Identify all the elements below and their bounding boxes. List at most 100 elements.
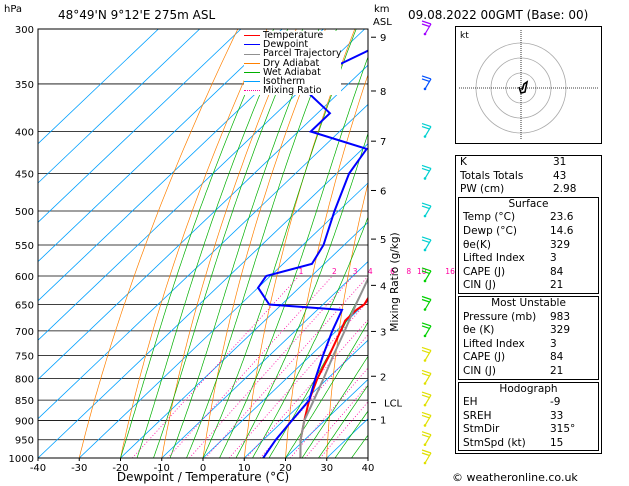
dry-adiabat <box>161 29 297 458</box>
km-tick-label: 5 <box>380 235 386 246</box>
pressure-tick-label: 400 <box>15 128 34 139</box>
pressure-tick-label: 950 <box>15 436 34 447</box>
row-value: 21 <box>550 364 564 377</box>
row-label: SREH <box>463 409 492 422</box>
legend-item: Temperature <box>244 31 341 40</box>
wind-barb <box>421 236 432 252</box>
lcl-label: LCL <box>384 399 403 410</box>
wind-barb <box>421 122 432 138</box>
x-tick-label: 30 <box>320 463 333 474</box>
x-tick-label: 20 <box>279 463 292 474</box>
wet-adiabat <box>120 29 275 458</box>
row-label: Temp (°C) <box>463 211 516 224</box>
x-tick-label: -20 <box>112 463 128 474</box>
wind-barb <box>421 267 432 283</box>
legend-swatch <box>244 35 260 37</box>
table-row: Pressure (mb) 983 <box>459 311 598 325</box>
row-value: 329 <box>550 324 571 337</box>
table-row: CAPE (J) 84 <box>459 266 598 280</box>
isotherm--100 <box>38 29 242 223</box>
wind-barb <box>421 369 432 385</box>
row-label: Totals Totals <box>460 169 524 182</box>
datetime-title: 09.08.2022 00GMT (Base: 00) <box>408 8 589 22</box>
legend-label: Wet Adiabat <box>263 66 321 78</box>
wet-adiabat <box>169 29 320 458</box>
legend-label: Dewpoint <box>263 39 309 51</box>
isotherm--10 <box>161 261 368 458</box>
pressure-tick-label: 700 <box>15 327 34 338</box>
km-tick-label: 8 <box>380 87 386 98</box>
km-tick-label: 7 <box>380 137 386 148</box>
dry-adiabat <box>78 29 239 458</box>
x-axis-label: Dewpoint / Temperature (°C) <box>117 470 289 484</box>
x-tick-label: 10 <box>238 463 251 474</box>
mixing-ratio-label: 4 <box>368 267 373 276</box>
mixing-ratio-line <box>189 275 354 458</box>
legend-swatch <box>244 90 260 92</box>
table-row: K 31 <box>456 156 601 170</box>
row-label: StmSpd (kt) <box>463 436 526 449</box>
row-label: PW (cm) <box>460 183 505 196</box>
table-row: Temp (°C) 23.6 <box>459 211 598 225</box>
parcel-trajectory-line <box>299 276 368 458</box>
wet-adiabat <box>153 29 304 458</box>
mixing-ratio-label: 8 <box>406 267 411 276</box>
row-label: CIN (J) <box>463 364 496 377</box>
isotherm--110 <box>38 29 200 184</box>
most-unstable-section: Most Unstable Pressure (mb) 983 θe (K) 329 Li… <box>458 295 599 380</box>
row-value: 2.98 <box>553 183 577 196</box>
pressure-tick-label: 750 <box>15 351 34 362</box>
legend-swatch <box>244 71 260 73</box>
section-title: Surface <box>508 197 549 210</box>
legend: Temperature Dewpoint Parcel Trajectory Dry … <box>244 31 342 97</box>
hodograph-frame <box>455 26 602 144</box>
row-value: 84 <box>550 265 564 278</box>
row-value: 43 <box>553 169 567 182</box>
mixing-ratio-label: 1 <box>299 267 304 276</box>
plot-area <box>38 29 368 458</box>
asl-label: ASL <box>373 17 392 28</box>
isotherm-20 <box>285 378 368 458</box>
pressure-tick-label: 1000 <box>9 454 34 465</box>
legend-item: Parcel Trajectory <box>244 48 342 60</box>
row-value: 84 <box>550 351 564 364</box>
isotherm--80 <box>38 29 324 302</box>
mixing-ratio-line <box>132 275 300 458</box>
row-label: K <box>460 156 467 168</box>
dry-adiabat <box>202 29 326 458</box>
pressure-tick-label: 900 <box>15 416 34 427</box>
table-row: StmDir 315° <box>459 423 598 437</box>
legend-swatch <box>244 44 260 46</box>
table-row: CIN (J) 21 <box>459 365 598 379</box>
wet-adiabat <box>252 216 368 458</box>
legend-item: Dry Adiabat <box>244 58 341 68</box>
legend-swatch <box>244 53 260 55</box>
row-label: StmDir <box>463 423 500 436</box>
table-row: θe(K) 329 <box>459 239 598 253</box>
row-label: Dewp (°C) <box>463 224 517 237</box>
section-title: Hodograph <box>499 382 558 395</box>
table-row: SREH 33 <box>459 410 598 424</box>
row-value: 14.6 <box>550 224 574 237</box>
x-tick-label: -40 <box>30 463 46 474</box>
wet-adiabat <box>136 29 289 458</box>
row-value: 329 <box>550 238 571 251</box>
row-label: EH <box>463 396 478 409</box>
table-row: Totals Totals 43 <box>456 170 601 184</box>
row-value: 315° <box>550 423 576 436</box>
km-tick-label: 4 <box>380 281 386 292</box>
row-value: -9 <box>550 396 561 409</box>
legend-label: Temperature <box>263 30 324 41</box>
table-row: EH -9 <box>459 396 598 410</box>
isotherm--60 <box>38 64 368 380</box>
table-row: Lifted Index 3 <box>459 252 598 266</box>
wet-adiabat <box>318 384 368 458</box>
legend-label: Mixing Ratio <box>263 85 322 97</box>
row-label: θe (K) <box>463 324 495 337</box>
legend-label: Parcel Trajectory <box>263 48 342 60</box>
km-tick-label: 3 <box>380 327 386 338</box>
dry-adiabat <box>120 29 268 458</box>
mixing-ratio-label: 3 <box>353 267 358 276</box>
wet-adiabat <box>186 29 337 458</box>
